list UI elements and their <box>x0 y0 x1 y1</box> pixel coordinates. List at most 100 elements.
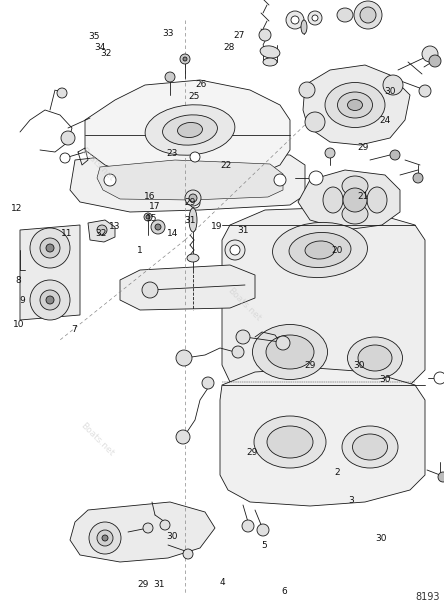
Text: 30: 30 <box>166 533 178 541</box>
Text: 2: 2 <box>335 468 340 477</box>
Text: 16: 16 <box>144 192 156 201</box>
Ellipse shape <box>367 187 387 213</box>
Circle shape <box>360 7 376 23</box>
Circle shape <box>242 520 254 532</box>
Text: 24: 24 <box>380 117 391 125</box>
Circle shape <box>89 522 121 554</box>
Text: 34: 34 <box>94 43 106 52</box>
Text: 30: 30 <box>380 375 391 384</box>
Text: 8193: 8193 <box>416 592 440 602</box>
Circle shape <box>144 213 152 221</box>
Text: 20: 20 <box>331 246 342 254</box>
Text: 15: 15 <box>146 214 158 223</box>
Text: 7: 7 <box>72 325 77 334</box>
Circle shape <box>230 245 240 255</box>
Circle shape <box>305 112 325 132</box>
Text: 4: 4 <box>219 578 225 587</box>
Circle shape <box>30 228 70 268</box>
Text: 6: 6 <box>281 587 287 596</box>
Ellipse shape <box>178 123 202 137</box>
Text: 12: 12 <box>11 204 23 213</box>
Circle shape <box>413 173 423 183</box>
Circle shape <box>259 29 271 41</box>
Circle shape <box>299 82 315 98</box>
Polygon shape <box>120 265 255 310</box>
Circle shape <box>190 152 200 162</box>
Text: 28: 28 <box>223 43 234 52</box>
Text: Boats.net: Boats.net <box>79 421 116 458</box>
Circle shape <box>390 150 400 160</box>
Ellipse shape <box>253 325 328 379</box>
Circle shape <box>190 198 200 208</box>
Ellipse shape <box>145 105 235 155</box>
Text: 29: 29 <box>304 362 316 370</box>
Ellipse shape <box>267 426 313 458</box>
Ellipse shape <box>163 115 218 145</box>
Circle shape <box>308 11 322 25</box>
Circle shape <box>40 238 60 258</box>
Ellipse shape <box>342 204 368 224</box>
Circle shape <box>225 240 245 260</box>
Text: 25: 25 <box>189 92 200 101</box>
Polygon shape <box>222 208 425 402</box>
Text: 33: 33 <box>162 29 174 38</box>
Text: 30: 30 <box>375 534 387 542</box>
Text: 8: 8 <box>16 276 21 285</box>
Circle shape <box>183 549 193 559</box>
Circle shape <box>354 1 382 29</box>
Polygon shape <box>298 170 400 230</box>
Circle shape <box>160 520 170 530</box>
Circle shape <box>46 296 54 304</box>
Ellipse shape <box>189 208 197 232</box>
Polygon shape <box>88 220 115 242</box>
Circle shape <box>143 523 153 533</box>
Ellipse shape <box>325 82 385 127</box>
Circle shape <box>325 148 335 158</box>
Circle shape <box>232 346 244 358</box>
Circle shape <box>102 535 108 541</box>
Ellipse shape <box>289 232 351 268</box>
Circle shape <box>236 330 250 344</box>
Circle shape <box>176 350 192 366</box>
Text: 29: 29 <box>184 198 196 207</box>
Text: 31: 31 <box>238 226 249 235</box>
Ellipse shape <box>305 241 335 259</box>
Circle shape <box>30 280 70 320</box>
Text: 3: 3 <box>348 496 353 504</box>
Text: 13: 13 <box>109 223 120 231</box>
Text: 17: 17 <box>149 202 160 210</box>
Text: 22: 22 <box>220 162 231 170</box>
Text: 32: 32 <box>100 49 111 58</box>
Ellipse shape <box>337 8 353 22</box>
Text: 14: 14 <box>166 229 178 237</box>
Circle shape <box>97 225 107 235</box>
Ellipse shape <box>323 187 343 213</box>
Circle shape <box>151 220 165 234</box>
Circle shape <box>422 46 438 62</box>
Ellipse shape <box>342 426 398 468</box>
Circle shape <box>309 171 323 185</box>
Circle shape <box>146 215 150 219</box>
Circle shape <box>60 153 70 163</box>
Circle shape <box>183 57 187 61</box>
Text: 32: 32 <box>95 229 107 237</box>
Text: 1: 1 <box>137 246 143 254</box>
Circle shape <box>176 430 190 444</box>
Circle shape <box>434 372 444 384</box>
Ellipse shape <box>348 337 403 379</box>
Circle shape <box>343 188 367 212</box>
Polygon shape <box>303 65 410 145</box>
Circle shape <box>97 530 113 546</box>
Ellipse shape <box>342 176 368 196</box>
Circle shape <box>104 174 116 186</box>
Text: 30: 30 <box>384 87 396 96</box>
Text: 21: 21 <box>357 192 369 201</box>
Circle shape <box>155 224 161 230</box>
Circle shape <box>274 174 286 186</box>
Polygon shape <box>85 80 290 185</box>
Polygon shape <box>20 225 80 320</box>
Polygon shape <box>70 150 305 212</box>
Text: 35: 35 <box>88 32 100 41</box>
Ellipse shape <box>273 223 368 278</box>
Polygon shape <box>97 160 283 200</box>
